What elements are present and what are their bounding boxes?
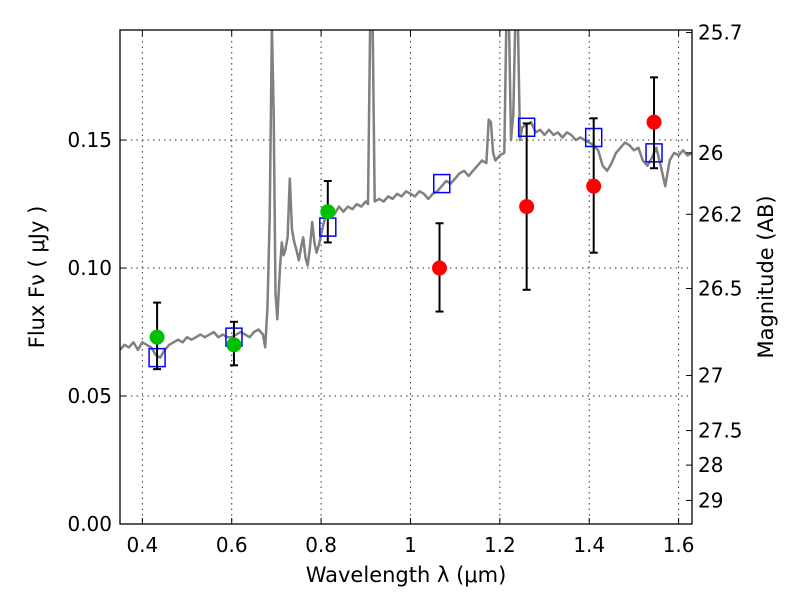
x-tick-label: 1.6 [663, 533, 695, 557]
axis-ticks-layer: 0.4 0.6 0.8 1 1.2 1.4 1.6 0.00 0.05 0.10 0.15 25.7 2… [67, 21, 742, 557]
y-right-tick-label: 26 [698, 141, 723, 165]
x-tick-label: 1.4 [573, 533, 605, 557]
x-tick-label: 0.4 [126, 533, 158, 557]
model-spectrum-line [120, 30, 692, 359]
y-right-tick-label: 27.5 [698, 419, 743, 443]
y-right-tick-label: 26.2 [698, 202, 743, 226]
y-right-tick-label: 27 [698, 364, 723, 388]
model-photometry-point [433, 173, 451, 194]
y-right-tick-label: 28 [698, 453, 723, 477]
data-points-layer [148, 76, 663, 371]
red-data-point [432, 260, 448, 276]
y-right-tick-label: 29 [698, 488, 723, 512]
red-data-point [586, 178, 602, 194]
y-right-tick-label: 25.7 [698, 21, 743, 45]
grid-lines [120, 30, 692, 524]
x-tick-label: 1.2 [484, 533, 516, 557]
model-spectrum-layer [120, 30, 692, 359]
x-tick-label: 0.8 [305, 533, 337, 557]
y-tick-label: 0.05 [67, 384, 112, 408]
red-data-point [519, 199, 535, 215]
x-tick-label: 1 [404, 533, 417, 557]
plot-frame [119, 29, 693, 525]
y-axis-right-label: Magnitude (AB) [754, 195, 778, 358]
y-axis-label: Flux Fν ( μJy ) [25, 206, 49, 349]
red-data-point [646, 114, 662, 130]
y-tick-label: 0.15 [67, 128, 112, 152]
x-axis-label: Wavelength λ (μm) [306, 563, 507, 587]
green-data-point [226, 337, 242, 353]
y-tick-label: 0.10 [67, 256, 112, 280]
green-data-point [320, 204, 336, 220]
green-data-point [149, 329, 165, 345]
y-right-tick-label: 26.5 [698, 277, 743, 301]
y-tick-label: 0.00 [67, 512, 112, 536]
x-tick-label: 0.6 [216, 533, 248, 557]
